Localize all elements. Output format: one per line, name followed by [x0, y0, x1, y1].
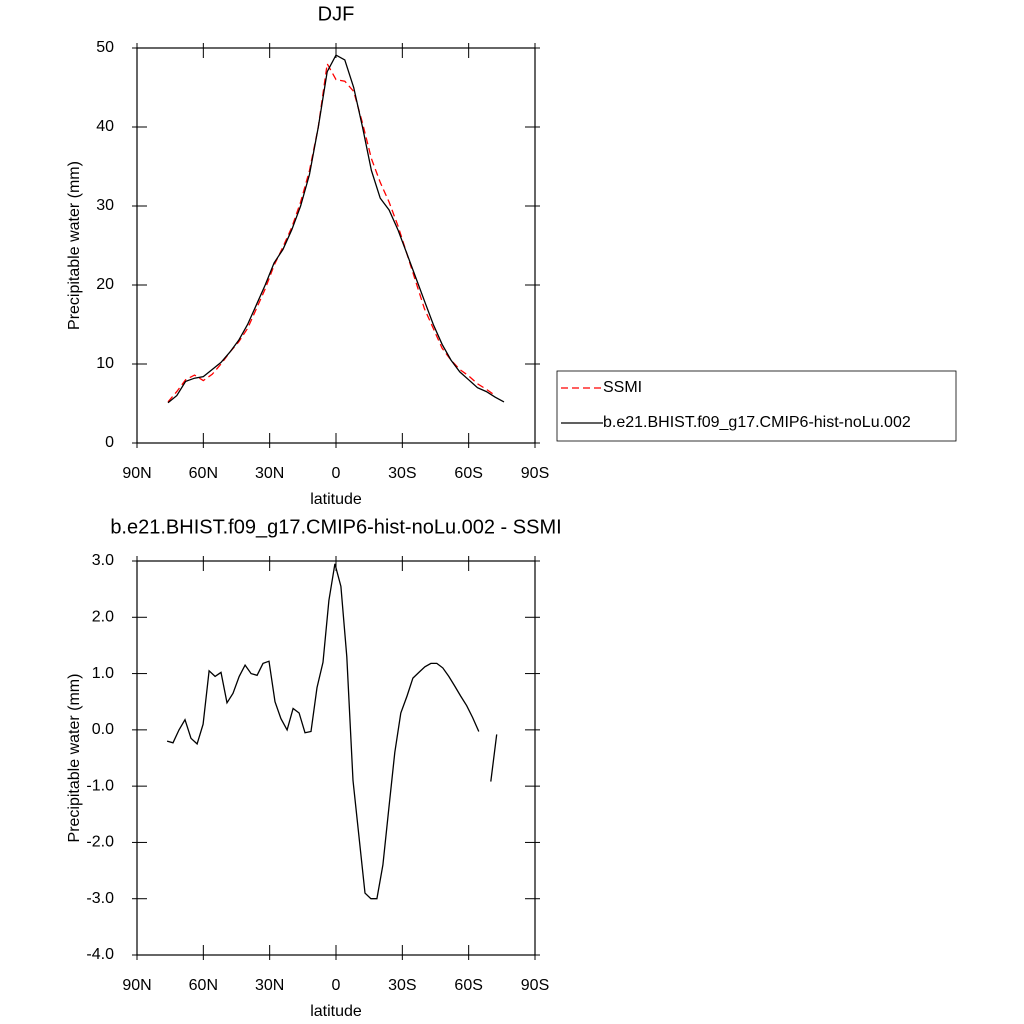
x-tick-label: 0: [332, 977, 341, 994]
x-tick-label: 90N: [122, 465, 151, 482]
y-tick-label: 30: [96, 197, 114, 214]
x-tick-label: 60N: [189, 977, 218, 994]
x-tick-label: 90N: [122, 977, 151, 994]
y-tick-label: 2.0: [92, 609, 114, 626]
data-line: [167, 54, 505, 404]
y-tick-label: 40: [96, 118, 114, 135]
y-tick-label: 0: [105, 434, 114, 451]
x-tick-label: 0: [332, 465, 341, 482]
chart-title: DJF: [318, 3, 355, 25]
x-tick-label: 30N: [255, 977, 284, 994]
legend-label: SSMI: [603, 379, 642, 396]
x-tick-label: 60S: [454, 465, 482, 482]
x-tick-label: 60S: [454, 977, 482, 994]
y-tick-label: 1.0: [92, 665, 114, 682]
y-tick-label: 0.0: [92, 721, 114, 738]
data-line: [167, 61, 496, 403]
y-tick-label: -4.0: [86, 946, 114, 963]
data-line: [166, 563, 498, 900]
y-tick-label: -2.0: [86, 834, 114, 851]
plot-frame: [136, 47, 536, 444]
y-tick-label: -3.0: [86, 890, 114, 907]
y-axis-label: Precipitable water (mm): [66, 161, 83, 330]
legend-label: b.e21.BHIST.f09_g17.CMIP6-hist-noLu.002: [603, 414, 911, 431]
plot-frame: [136, 560, 536, 956]
x-axis-label: latitude: [310, 1003, 362, 1020]
y-tick-label: 20: [96, 276, 114, 293]
y-tick-label: -1.0: [86, 777, 114, 794]
x-tick-label: 90S: [521, 977, 549, 994]
chart-title: b.e21.BHIST.f09_g17.CMIP6-hist-noLu.002 …: [110, 516, 561, 538]
x-axis-label: latitude: [310, 491, 362, 508]
x-tick-label: 30S: [388, 465, 416, 482]
x-tick-label: 30N: [255, 465, 284, 482]
y-axis-label: Precipitable water (mm): [66, 674, 83, 843]
legend-box: [556, 370, 957, 442]
y-tick-label: 50: [96, 39, 114, 56]
y-tick-label: 3.0: [92, 552, 114, 569]
x-tick-label: 30S: [388, 977, 416, 994]
x-tick-label: 90S: [521, 465, 549, 482]
y-tick-label: 10: [96, 355, 114, 372]
x-tick-label: 60N: [189, 465, 218, 482]
